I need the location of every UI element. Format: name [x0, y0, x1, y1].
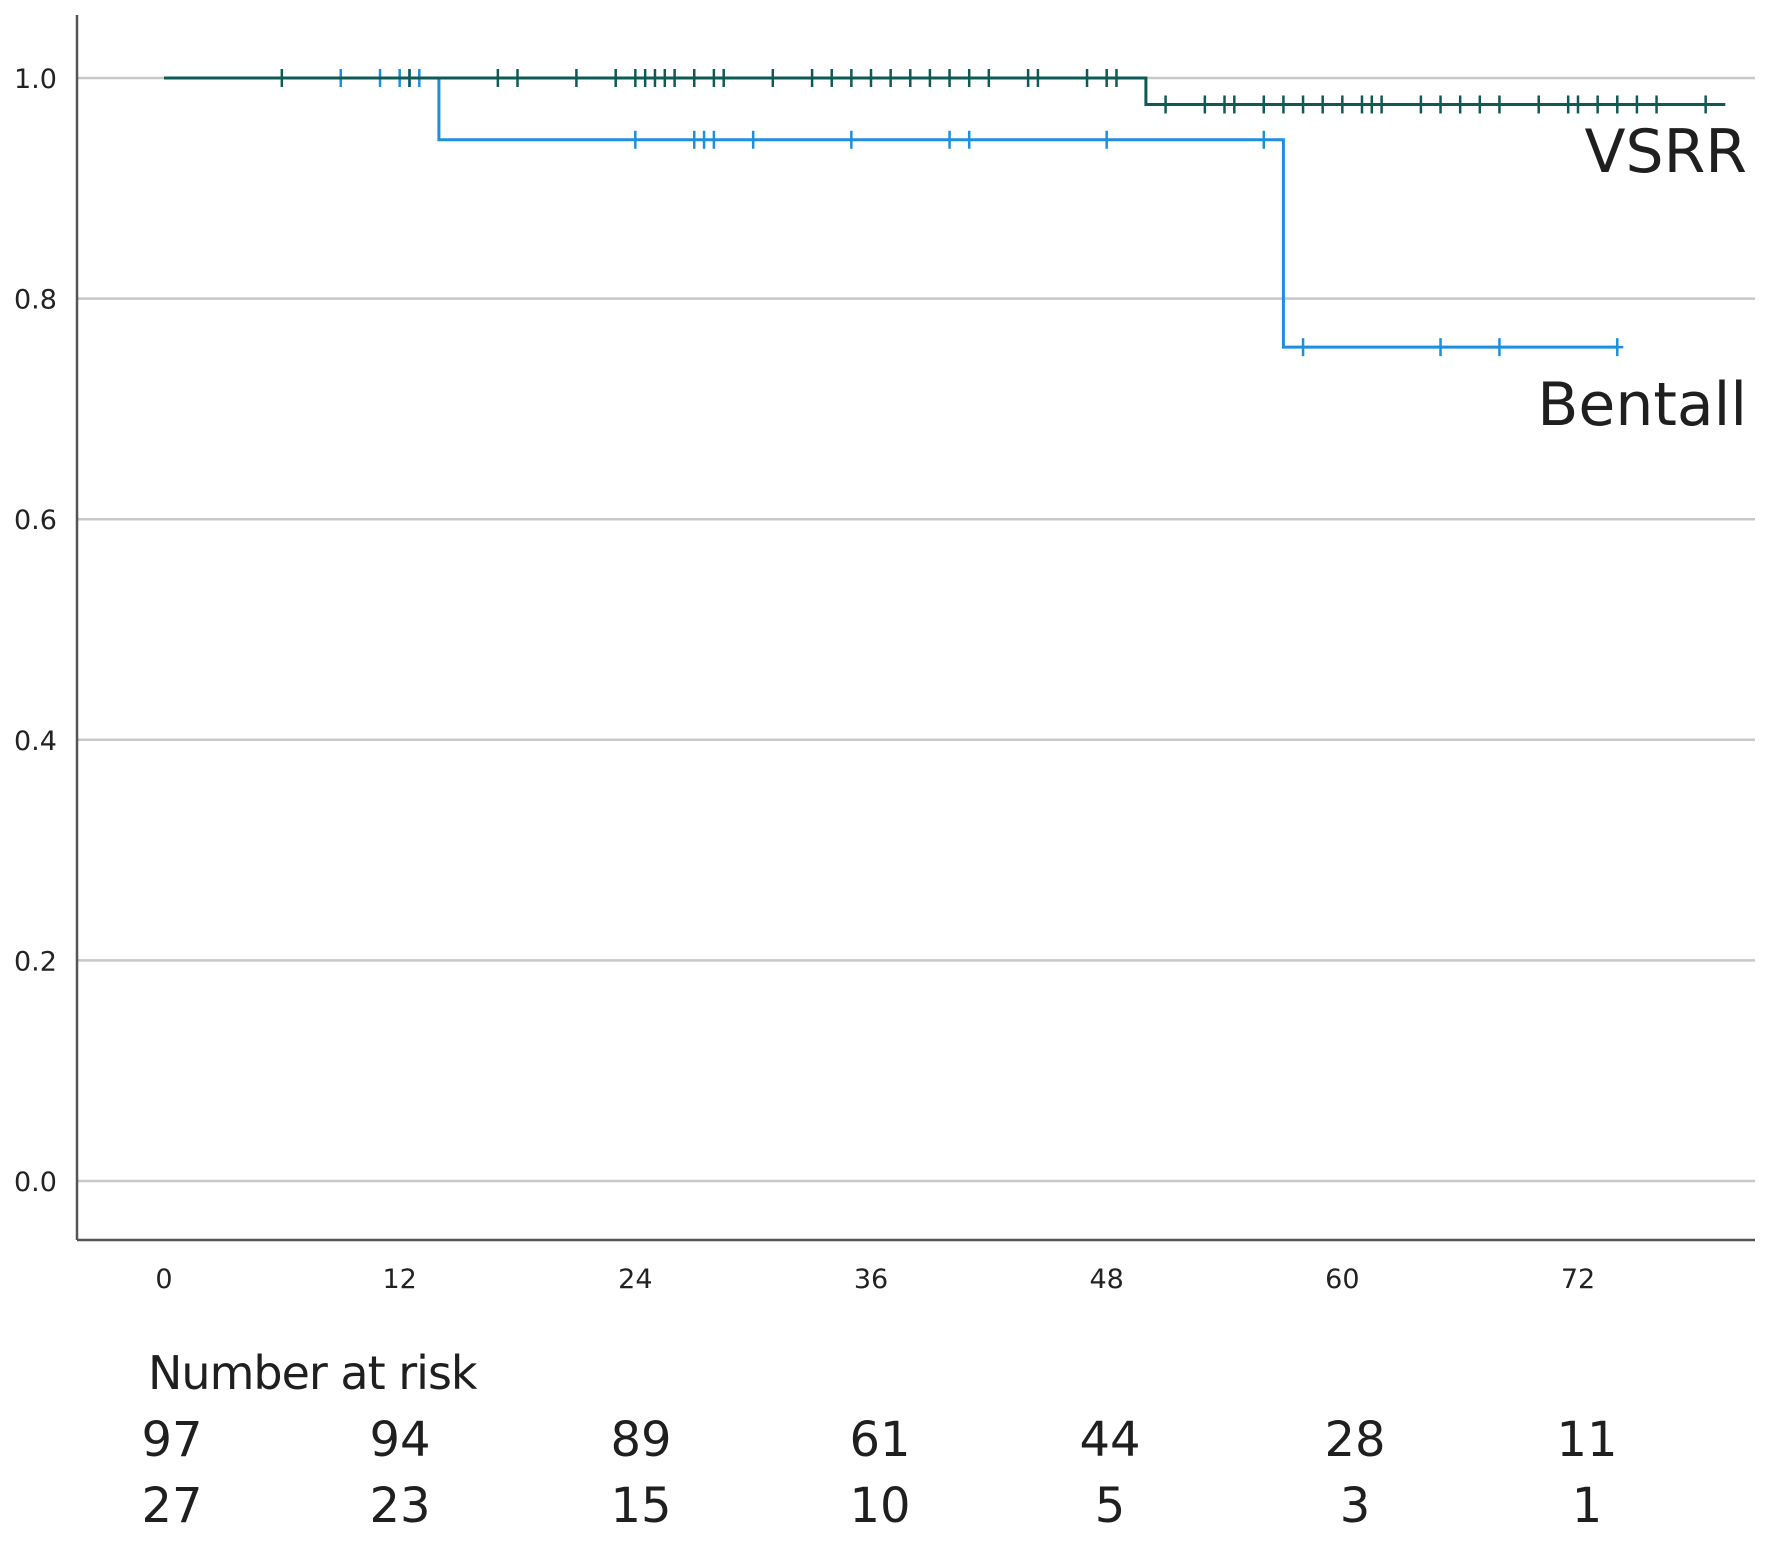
- axes: [75, 15, 1755, 1242]
- x-tick-labels: 0 12 24 36 48 60 72: [155, 1264, 1595, 1295]
- y-tick-label: 0.2: [14, 946, 57, 977]
- x-tick-label: 36: [854, 1264, 888, 1295]
- x-tick-label: 0: [155, 1264, 172, 1295]
- series-line-bentall: [164, 76, 1618, 349]
- series-layer: [164, 69, 1726, 357]
- series-line-vsrr: [164, 76, 1726, 106]
- y-tick-label: 1.0: [14, 64, 57, 95]
- x-tick-label: 60: [1325, 1264, 1359, 1295]
- y-tick-labels: 0.0 0.2 0.4 0.6 0.8 1.0: [14, 64, 57, 1198]
- y-tick-label: 0.6: [14, 505, 57, 536]
- series-label-bentall: Bentall: [1537, 370, 1747, 440]
- y-tick-label: 0.8: [14, 285, 57, 316]
- x-tick-label: 72: [1561, 1264, 1595, 1295]
- grid-lines: [77, 76, 1755, 1183]
- y-tick-label: 0.4: [14, 726, 57, 757]
- y-tick-label: 0.0: [14, 1167, 57, 1198]
- x-tick-label: 24: [618, 1264, 652, 1295]
- x-tick-label: 48: [1089, 1264, 1123, 1295]
- series-bentall: [164, 69, 1624, 357]
- series-label-vsrr: VSRR: [1584, 117, 1747, 187]
- x-tick-label: 12: [382, 1264, 416, 1295]
- series-vsrr: [164, 69, 1726, 114]
- series-labels: VSRR Bentall: [1537, 117, 1747, 440]
